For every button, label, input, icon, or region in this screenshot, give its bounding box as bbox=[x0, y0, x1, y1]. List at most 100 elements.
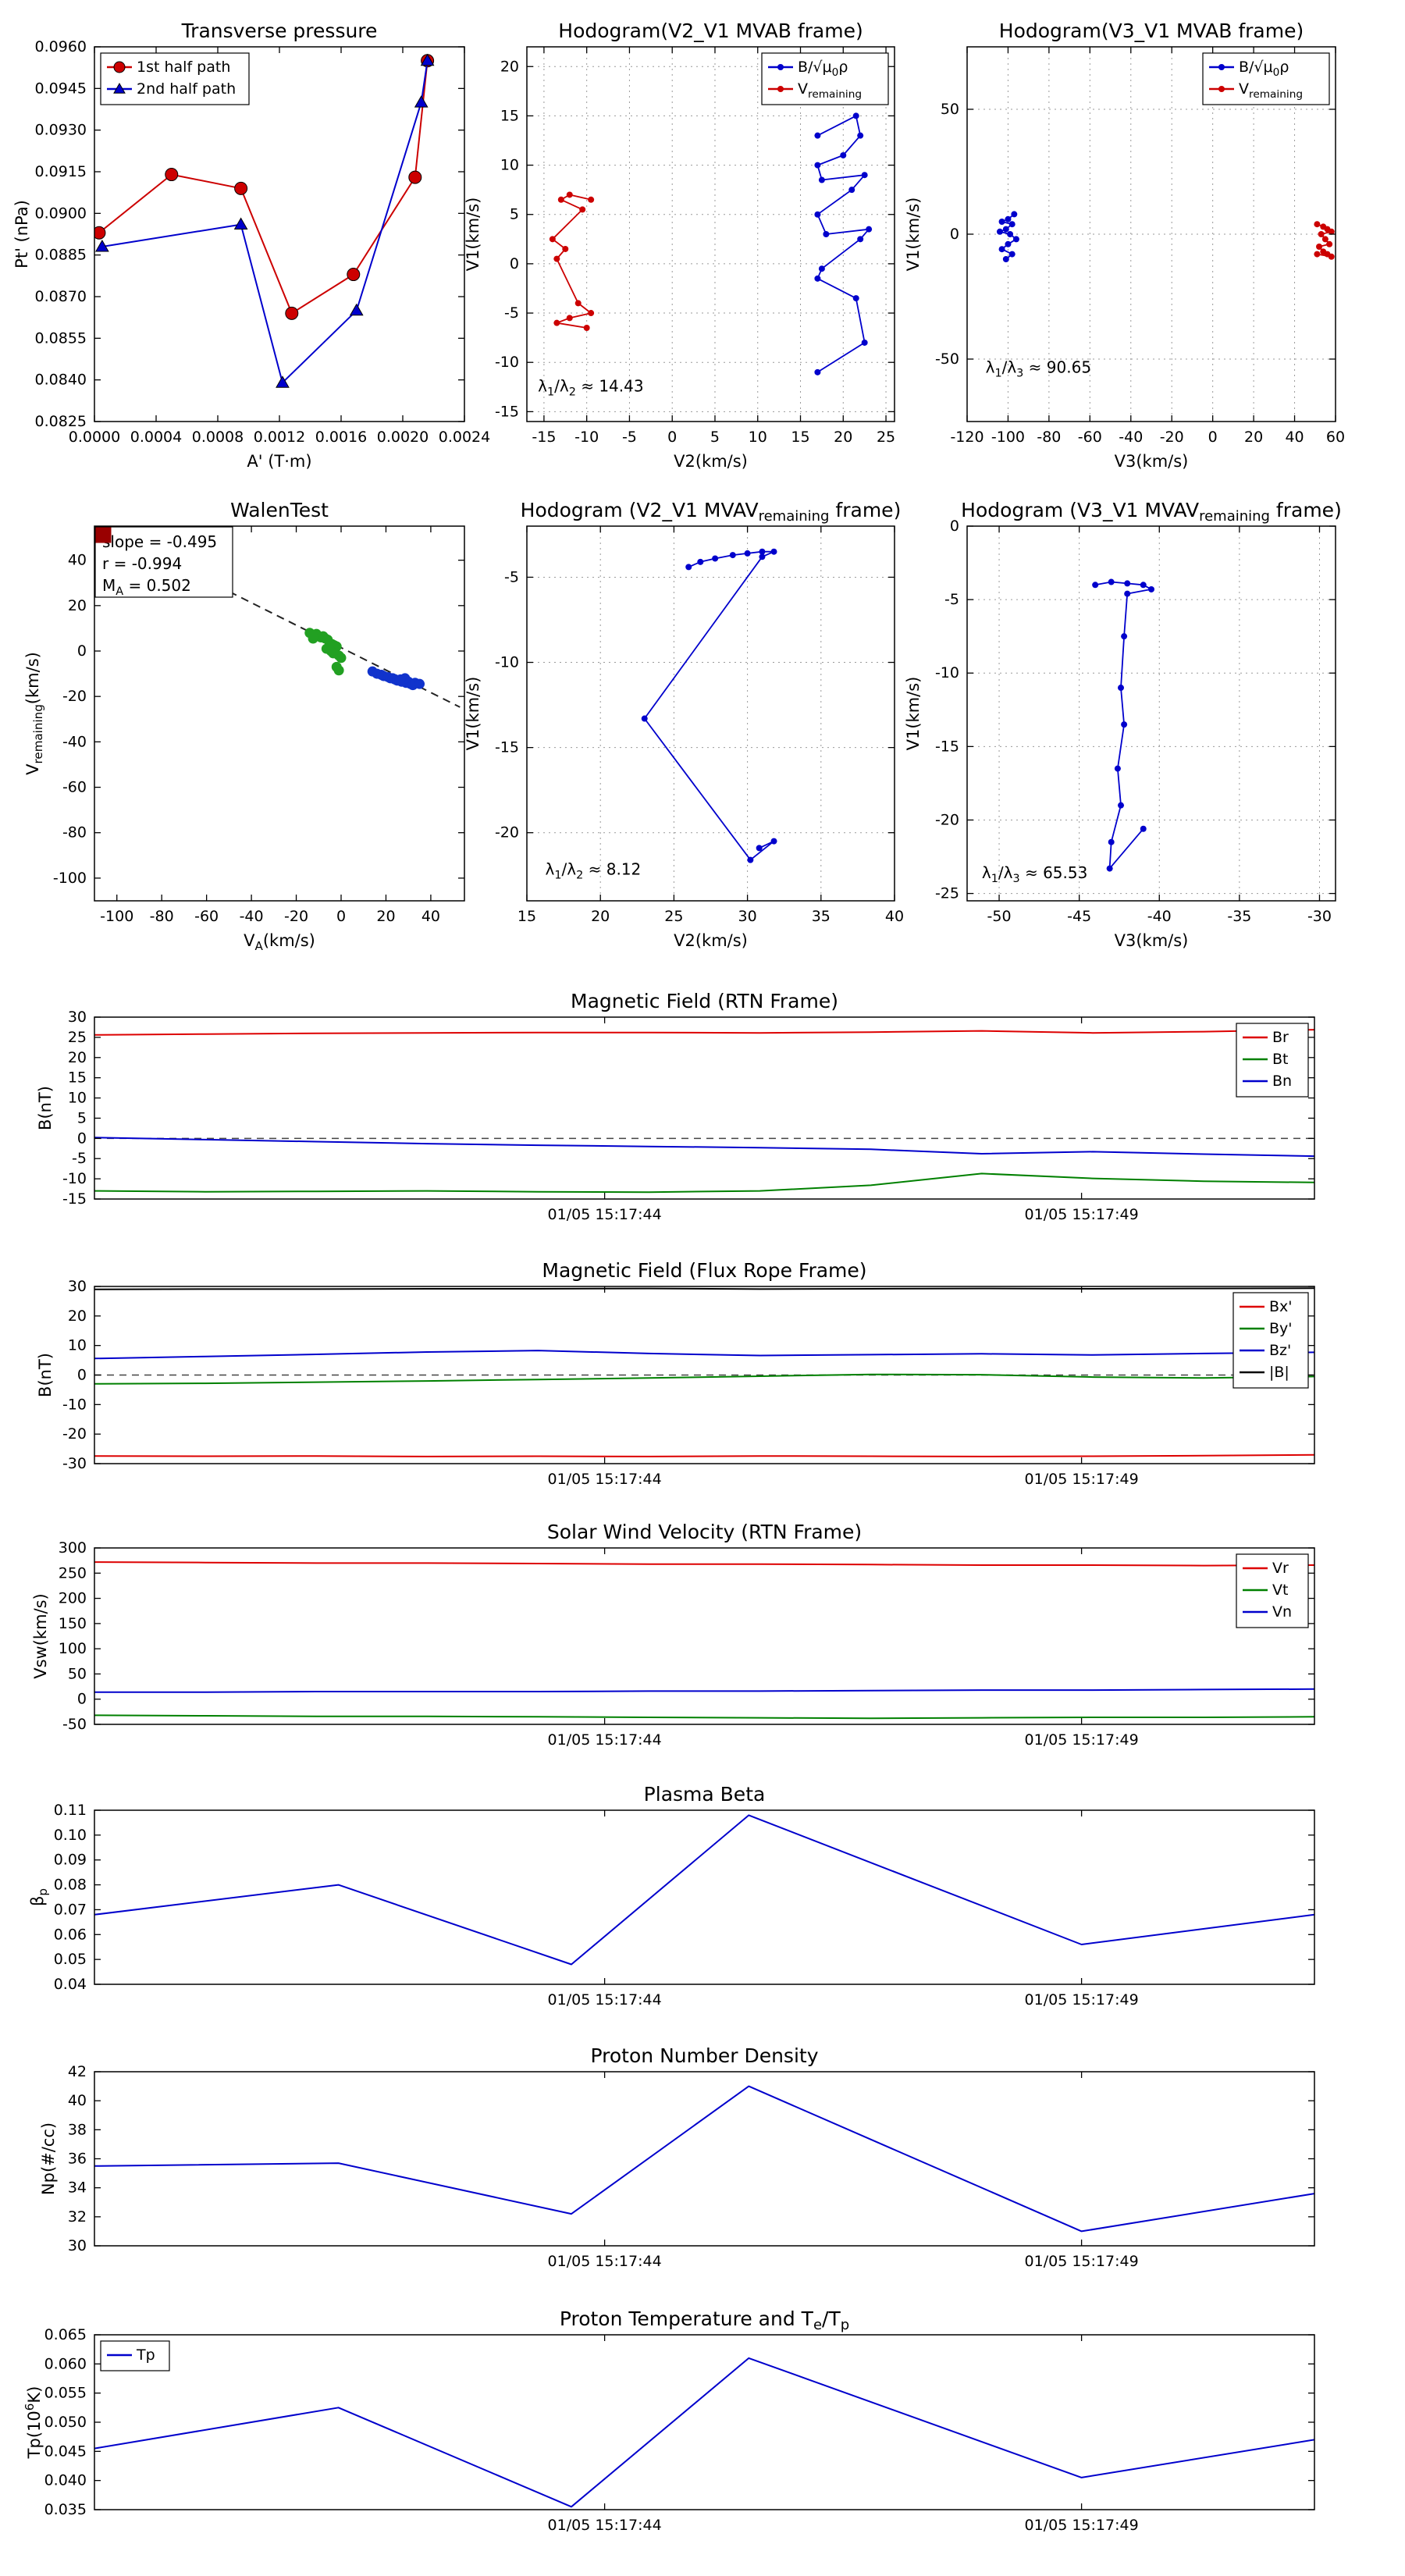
magnetic-field-rtn-legend-label: Br bbox=[1272, 1029, 1289, 1046]
magnetic-field-rtn-yticklabel: 30 bbox=[68, 1009, 87, 1026]
solar-wind-velocity-yticklabel: 300 bbox=[59, 1539, 87, 1557]
proton-number-density-yticklabel: 42 bbox=[68, 2063, 87, 2080]
hodogram-v3v1-mvav-ylabel: V1(km/s) bbox=[904, 677, 923, 751]
plasma-beta-yticklabel: 0.10 bbox=[54, 1827, 87, 1844]
transverse-pressure-yticklabel: 0.0915 bbox=[35, 163, 87, 180]
chart-proton-number-density: 01/05 15:17:44 01/05 15:17:49 30 32 34 36 38 40… bbox=[39, 2044, 1315, 2270]
walen-test-xticklabel: -60 bbox=[194, 908, 219, 925]
proton-number-density-series bbox=[94, 2085, 1314, 2233]
plasma-beta-yticklabel: 0.09 bbox=[54, 1852, 87, 1869]
solar-wind-velocity-legend-label: Vn bbox=[1272, 1603, 1292, 1621]
solar-wind-velocity-yticklabel: 50 bbox=[68, 1665, 87, 1682]
walen-test-yticklabel: 40 bbox=[68, 552, 87, 569]
plasma-beta-ylabel: βp bbox=[28, 1888, 50, 1906]
proton-temperature-legend-label: Tp bbox=[136, 2347, 155, 2364]
walen-test-xticklabel: -80 bbox=[150, 908, 174, 925]
chart-hodogram-v3v1-mvab: -120 -100 -80 -60 -40 -20 0 20 40 60 -50 0 50 Hodogra… bbox=[904, 20, 1345, 471]
hodogram-v3v1-mvab-xticklabel: 40 bbox=[1285, 429, 1304, 446]
magnetic-field-fluxrope-series bbox=[94, 1287, 1314, 1457]
proton-number-density-yticklabel: 38 bbox=[68, 2121, 87, 2138]
magnetic-field-fluxrope-yticklabel: 30 bbox=[68, 1278, 87, 1295]
magnetic-field-rtn-yticklabel: -5 bbox=[72, 1150, 87, 1167]
walen-test-xticklabel: -100 bbox=[100, 908, 133, 925]
magnetic-field-rtn-yticklabel: -10 bbox=[62, 1170, 87, 1187]
proton-number-density-title: Proton Number Density bbox=[591, 2044, 819, 2067]
hodogram-v3v1-mvab-xticklabel: -100 bbox=[991, 429, 1025, 446]
hodogram-v2v1-mvab-xlabel: V2(km/s) bbox=[674, 452, 748, 471]
hodogram-v3v1-mvab-xticklabel: 0 bbox=[1208, 429, 1218, 446]
hodogram-v3v1-mvab-annotation: λ1/λ3 ≈ 90.65 bbox=[986, 358, 1091, 380]
magnetic-field-rtn-xticklabel: 01/05 15:17:44 bbox=[548, 1206, 662, 1223]
hodogram-v2v1-mvav-xlabel: V2(km/s) bbox=[674, 931, 748, 950]
magnetic-field-fluxrope-yticklabel: 0 bbox=[77, 1367, 87, 1384]
hodogram-v2v1-mvab-xticklabel: 0 bbox=[667, 429, 677, 446]
transverse-pressure-xticklabel: 0.0008 bbox=[192, 429, 244, 446]
walen-test-yticklabel: -100 bbox=[53, 870, 87, 887]
hodogram-v3v1-mvav-series bbox=[1092, 578, 1154, 872]
hodogram-v3v1-mvav-annotation: λ1/λ3 ≈ 65.53 bbox=[982, 863, 1087, 885]
hodogram-v3v1-mvav-xticklabel: -50 bbox=[987, 908, 1012, 925]
solar-wind-velocity-yticklabel: 100 bbox=[59, 1640, 87, 1657]
hodogram-v2v1-mvab-xticklabel: -5 bbox=[622, 429, 637, 446]
plasma-beta-series bbox=[94, 1814, 1314, 1966]
proton-number-density-yticklabel: 36 bbox=[68, 2151, 87, 2168]
hodogram-v2v1-mvav-title: Hodogram (V2_V1 MVAVremaining frame) bbox=[521, 499, 902, 525]
chart-hodogram-v2v1-mvab: -15 -10 -5 0 5 10 15 20 25 -15 -10 -5 0 5 10 15 20 Hodogr… bbox=[464, 20, 895, 471]
hodogram-v3v1-mvav-yticklabel: -5 bbox=[944, 591, 959, 608]
proton-temperature-yticklabel: 0.050 bbox=[44, 2414, 87, 2431]
proton-temperature-ylabel: Tp(106K) bbox=[23, 2386, 44, 2460]
hodogram-v2v1-mvav-ylabel: V1(km/s) bbox=[464, 677, 482, 751]
chart-proton-temperature: 01/05 15:17:44 01/05 15:17:49 0.035 0.040 0.… bbox=[23, 2307, 1315, 2534]
plasma-beta-xticklabel: 01/05 15:17:44 bbox=[548, 1991, 662, 2008]
proton-temperature-yticklabel: 0.055 bbox=[44, 2385, 87, 2402]
transverse-pressure-yticklabel: 0.0870 bbox=[35, 288, 87, 305]
hodogram-v2v1-mvab-yticklabel: 0 bbox=[510, 255, 519, 272]
magnetic-field-fluxrope-yticklabel: -10 bbox=[62, 1396, 87, 1413]
hodogram-v3v1-mvav-yticklabel: -10 bbox=[935, 664, 959, 681]
hodogram-v3v1-mvav-yticklabel: -15 bbox=[935, 738, 959, 755]
walen-test-corner-marker bbox=[95, 527, 112, 543]
hodogram-v3v1-mvab-xticklabel: -40 bbox=[1119, 429, 1143, 446]
hodogram-v2v1-mvav-xticklabel: 40 bbox=[885, 908, 904, 925]
hodogram-v3v1-mvab-yticklabel: 0 bbox=[950, 226, 959, 243]
solar-wind-velocity-series bbox=[94, 1561, 1314, 1720]
walen-test-xticklabel: -40 bbox=[240, 908, 264, 925]
hodogram-v3v1-mvav-yticklabel: -25 bbox=[935, 885, 959, 902]
transverse-pressure-series bbox=[94, 53, 435, 388]
plasma-beta-yticklabel: 0.05 bbox=[54, 1951, 87, 1968]
transverse-pressure-xticklabel: 0.0012 bbox=[254, 429, 305, 446]
proton-temperature-yticklabel: 0.040 bbox=[44, 2472, 87, 2489]
hodogram-v2v1-mvav-yticklabel: -15 bbox=[495, 739, 519, 756]
magnetic-field-fluxrope-title: Magnetic Field (Flux Rope Frame) bbox=[542, 1259, 866, 1282]
magnetic-field-rtn-legend-label: Bn bbox=[1272, 1073, 1292, 1090]
proton-temperature-yticklabel: 0.060 bbox=[44, 2355, 87, 2372]
magnetic-field-fluxrope-legend-label: Bx' bbox=[1269, 1298, 1293, 1315]
hodogram-v2v1-mvav-yticklabel: -20 bbox=[495, 824, 519, 841]
chart-magnetic-field-fluxrope: 01/05 15:17:44 01/05 15:17:49 -30 -20 -10 0 10… bbox=[36, 1259, 1315, 1488]
hodogram-v2v1-mvav-xticklabel: 20 bbox=[591, 908, 610, 925]
hodogram-v3v1-mvab-legend-label: Vremaining bbox=[1239, 80, 1303, 101]
walen-test-stats-line: slope = -0.495 bbox=[102, 532, 217, 551]
transverse-pressure-yticklabel: 0.0930 bbox=[35, 122, 87, 139]
transverse-pressure-yticklabel: 0.0885 bbox=[35, 247, 87, 264]
magnetic-field-rtn-ylabel: B(nT) bbox=[36, 1086, 55, 1130]
hodogram-v2v1-mvab-legend-label: Vremaining bbox=[798, 80, 862, 101]
hodogram-v2v1-mvab-xticklabel: -10 bbox=[574, 429, 599, 446]
proton-number-density-ylabel: Np(#/cc) bbox=[39, 2122, 58, 2195]
walen-test-yticklabel: -80 bbox=[62, 824, 87, 841]
walen-test-stats-box bbox=[94, 526, 233, 598]
hodogram-v2v1-mvab-yticklabel: 20 bbox=[500, 58, 519, 75]
walen-test-xticklabel: -20 bbox=[284, 908, 308, 925]
hodogram-v3v1-mvab-legend-label: B/√μ0ρ bbox=[1239, 59, 1289, 79]
solar-wind-velocity-yticklabel: -50 bbox=[62, 1716, 87, 1733]
walen-test-ylabel: Vremaining(km/s) bbox=[23, 652, 45, 775]
hodogram-v2v1-mvab-yticklabel: 5 bbox=[510, 206, 519, 223]
transverse-pressure-xticklabel: 0.0016 bbox=[315, 429, 367, 446]
walen-test-title: WalenTest bbox=[230, 499, 329, 521]
solar-wind-velocity-legend-label: Vr bbox=[1272, 1560, 1289, 1577]
proton-number-density-yticklabel: 40 bbox=[68, 2092, 87, 2109]
hodogram-v2v1-mvav-xticklabel: 35 bbox=[812, 908, 831, 925]
solar-wind-velocity-yticklabel: 250 bbox=[59, 1564, 87, 1582]
